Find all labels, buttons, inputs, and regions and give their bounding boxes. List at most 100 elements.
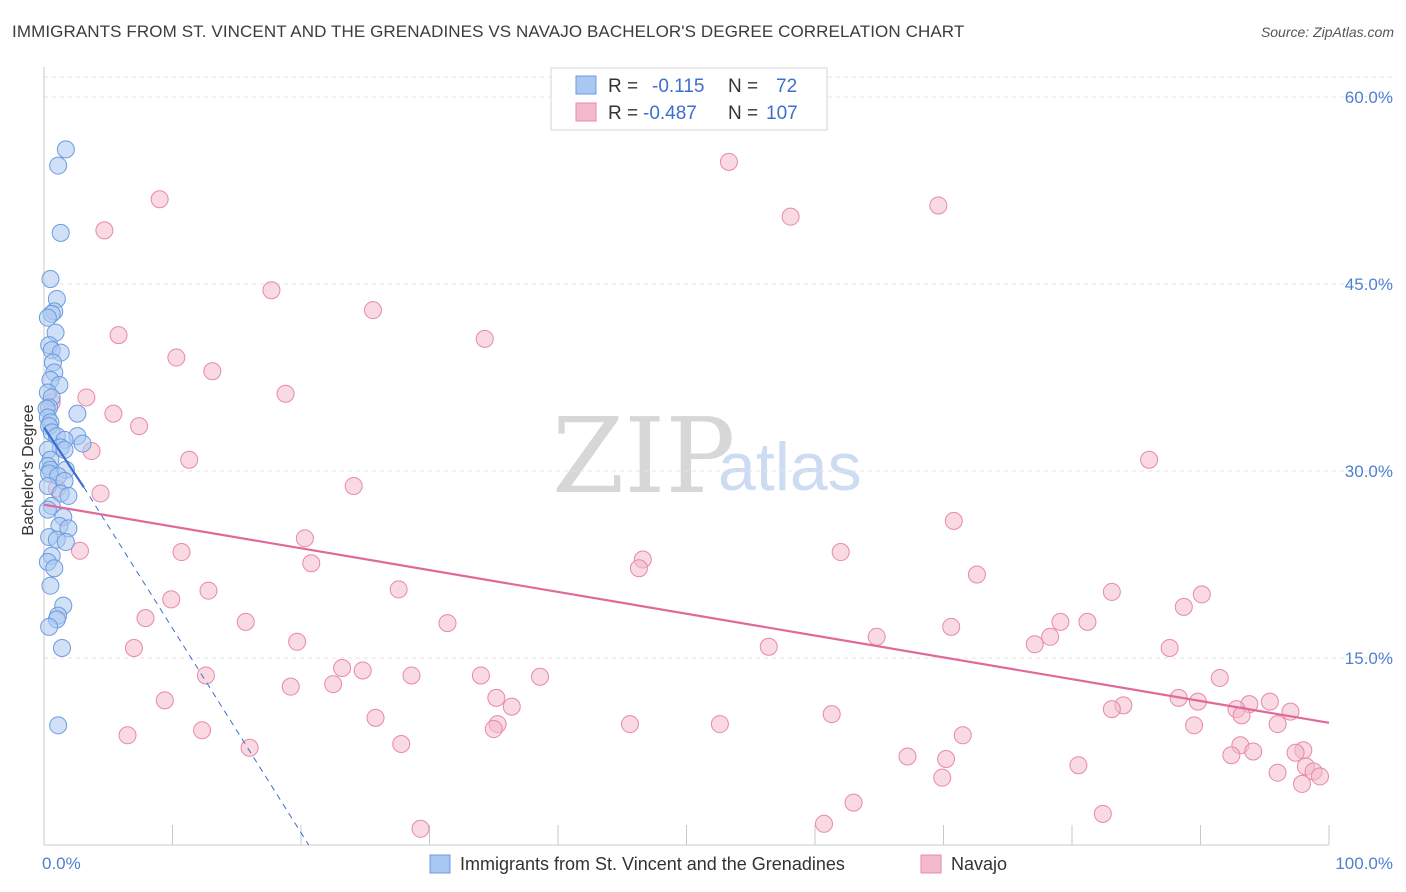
navajo-point-29 [629, 559, 648, 578]
navajo-point-28 [302, 554, 321, 573]
trendlines [43, 426, 1330, 846]
y-axis-label: Bachelor's Degree [20, 404, 37, 535]
navajo-point-44 [1041, 627, 1060, 646]
immigrants-point-59 [49, 716, 68, 735]
navajo-point-54 [471, 666, 490, 685]
navajo-point-23 [295, 529, 314, 548]
navajo-point-31 [199, 581, 218, 600]
legend-swatch-pink [575, 102, 597, 122]
navajo-point-45 [288, 632, 307, 651]
navajo-point-77 [484, 720, 503, 739]
navajo-point-58 [324, 675, 343, 694]
gridlines [44, 76, 1393, 659]
navajo-point-85 [1244, 742, 1263, 761]
navajo-point-100 [814, 814, 833, 833]
navajo-point-40 [1051, 612, 1070, 631]
navajo-point-74 [620, 715, 639, 734]
navajo-point-11 [276, 384, 295, 403]
bottom-legend-swatch-blue [429, 854, 451, 874]
chart-title: IMMIGRANTS FROM ST. VINCENT AND THE GREN… [12, 22, 965, 41]
navajo-point-35 [162, 590, 181, 609]
legend-r-label-2: R = [608, 103, 638, 124]
navajo-point-97 [1293, 774, 1312, 793]
legend-n-label-1: N = [728, 76, 758, 97]
navajo-point-24 [70, 541, 89, 560]
navajo-point-42 [942, 617, 961, 636]
navajo-point-6 [363, 301, 382, 320]
navajo-point-89 [1222, 746, 1241, 765]
navajo-point-71 [822, 705, 841, 724]
legend-r-label-1: R = [608, 76, 638, 97]
navajo-point-59 [487, 688, 506, 707]
navajo-point-55 [531, 667, 550, 686]
navajo-point-98 [844, 793, 863, 812]
navajo-point-95 [1311, 767, 1330, 786]
navajo-points [42, 152, 1330, 838]
trendline-2 [43, 503, 1330, 724]
navajo-point-91 [1069, 756, 1088, 775]
legend-r-value-2: -0.487 [643, 103, 697, 124]
navajo-point-19 [344, 476, 363, 495]
navajo-point-26 [831, 543, 850, 562]
stats-legend: R = -0.115 N = 72 R = -0.487 N = 107 [550, 67, 828, 131]
navajo-point-20 [91, 484, 110, 503]
navajo-point-36 [1174, 597, 1193, 616]
immigrants-point-0 [56, 140, 75, 159]
immigrants-point-7 [38, 308, 57, 327]
navajo-point-51 [353, 661, 372, 680]
legend-n-label-2: N = [728, 103, 758, 124]
navajo-point-22 [944, 511, 963, 530]
navajo-point-25 [172, 543, 191, 562]
navajo-point-76 [1268, 715, 1287, 734]
immigrants-point-20 [68, 404, 87, 423]
watermark: ZIP atlas [552, 395, 862, 517]
legend-n-value-2: 107 [766, 103, 798, 124]
navajo-point-99 [1093, 804, 1112, 823]
x-tick-label-1: 100.0% [1335, 854, 1393, 873]
immigrants-point-52 [45, 559, 64, 578]
navajo-point-18 [1140, 450, 1159, 469]
series-legend: Immigrants from St. Vincent and the Gren… [429, 854, 1007, 874]
navajo-point-37 [136, 609, 155, 628]
navajo-point-81 [953, 726, 972, 745]
y-tick-label-3: 60.0% [1345, 88, 1393, 107]
stats-legend-box [550, 67, 828, 131]
navajo-point-78 [193, 721, 212, 740]
navajo-point-67 [1102, 700, 1121, 719]
navajo-point-47 [124, 639, 143, 658]
x-tick-labels: 0.0% 100.0% [42, 854, 1393, 873]
immigrants-point-49 [56, 533, 75, 552]
navajo-point-4 [95, 221, 114, 240]
y-tick-label-0: 15.0% [1345, 649, 1393, 668]
navajo-point-72 [1232, 706, 1251, 725]
y-tick-label-1: 30.0% [1345, 462, 1393, 481]
legend-r-value-1: -0.115 [652, 76, 704, 97]
navajo-point-56 [1210, 668, 1229, 687]
navajo-point-50 [333, 658, 352, 677]
navajo-point-52 [196, 666, 215, 685]
navajo-point-88 [937, 749, 956, 768]
navajo-point-82 [392, 735, 411, 754]
navajo-point-70 [366, 708, 385, 727]
immigrants-point-41 [59, 486, 78, 505]
immigrants-point-2 [51, 223, 70, 242]
navajo-point-38 [236, 612, 255, 631]
navajo-point-62 [502, 697, 521, 716]
navajo-point-33 [1102, 582, 1121, 601]
immigrants-point-28 [73, 434, 92, 453]
navajo-point-75 [710, 715, 729, 734]
y-tick-label-2: 45.0% [1345, 275, 1393, 294]
immigrants-points [37, 140, 92, 735]
navajo-point-14 [130, 417, 149, 436]
navajo-point-90 [1286, 743, 1305, 762]
bottom-legend-label-1: Immigrants from St. Vincent and the Gren… [460, 854, 845, 874]
navajo-point-101 [411, 819, 430, 838]
watermark-zip: ZIP [552, 395, 735, 517]
navajo-point-57 [281, 677, 300, 696]
source-label: Source: ZipAtlas.com [1260, 24, 1394, 40]
navajo-point-34 [1192, 585, 1211, 604]
navajo-point-3 [929, 196, 948, 215]
navajo-point-10 [203, 362, 222, 381]
watermark-atlas: atlas [718, 429, 862, 505]
